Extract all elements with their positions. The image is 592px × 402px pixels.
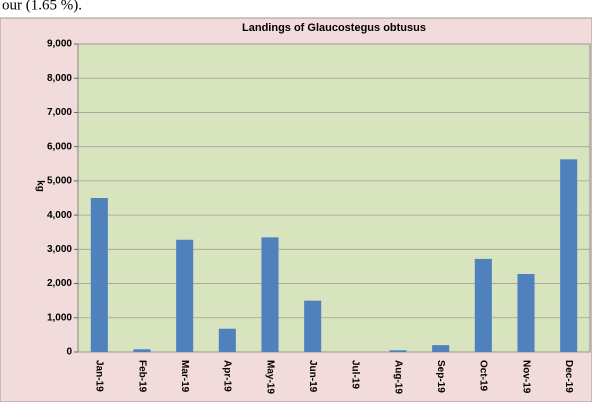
y-tick-label: 4,000 (47, 210, 72, 221)
bar (133, 349, 151, 352)
x-tick-label: Sep-19 (435, 360, 446, 393)
y-tick-label: 5,000 (47, 176, 72, 187)
x-tick-label: Feb-19 (136, 360, 147, 393)
bar (218, 328, 236, 352)
bar (389, 350, 407, 352)
x-tick-label: Aug-19 (392, 360, 403, 394)
y-tick-label: 3,000 (47, 244, 72, 255)
y-tick-label: 9,000 (47, 39, 72, 50)
x-tick-label: Jan-19 (94, 360, 105, 392)
body-text: our (1.65 %). (2, 0, 82, 13)
bar (90, 198, 108, 352)
y-axis-label: kg (34, 180, 45, 192)
y-tick-label: 8,000 (47, 73, 72, 84)
x-tick-label: Mar-19 (179, 360, 190, 393)
bar (517, 273, 535, 352)
y-tick-label: 6,000 (47, 141, 72, 152)
plot-area (77, 43, 591, 353)
x-tick-label: Jun-19 (307, 360, 318, 393)
bar (560, 159, 578, 352)
chart-title: Landings of Glaucostegus obtusus (242, 22, 426, 34)
x-tick-label: Jul-19 (350, 360, 361, 389)
y-tick-label: 7,000 (47, 107, 72, 118)
bar (474, 258, 492, 352)
bar (176, 239, 194, 352)
x-tick-label: Oct-19 (478, 360, 489, 392)
y-tick-label: 1,000 (47, 312, 72, 323)
x-tick-label: Apr-19 (222, 360, 233, 392)
bar (304, 300, 322, 352)
y-tick-label: 0 (66, 347, 72, 358)
bar (261, 237, 279, 352)
bar (432, 345, 450, 352)
x-tick-label: May-19 (264, 360, 275, 394)
y-tick-label: 2,000 (47, 278, 72, 289)
x-tick-label: Nov-19 (520, 360, 531, 394)
x-tick-label: Dec-19 (563, 360, 574, 393)
